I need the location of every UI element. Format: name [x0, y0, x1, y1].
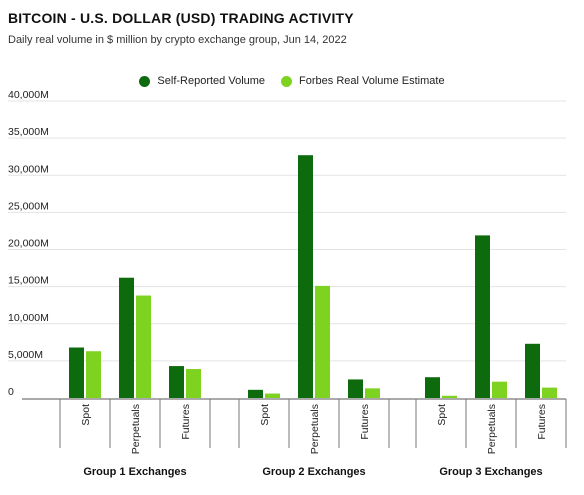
bar — [365, 388, 380, 398]
bar — [186, 369, 201, 398]
y-tick-label: 15,000M — [8, 275, 49, 287]
y-tick-label: 25,000M — [8, 200, 49, 212]
bar — [442, 395, 457, 398]
bar — [542, 387, 557, 398]
y-tick-label: 20,000M — [8, 238, 49, 250]
bar — [248, 389, 263, 398]
category-label: Perpetuals — [486, 404, 498, 454]
y-tick-label: 0 — [8, 386, 14, 398]
legend-item-self-reported[interactable]: Self-Reported Volume — [139, 75, 265, 87]
bar — [348, 379, 363, 398]
legend-label-forbes-estimate: Forbes Real Volume Estimate — [299, 75, 445, 87]
category-label: Spot — [436, 404, 448, 426]
group-label: Group 3 Exchanges — [439, 466, 542, 478]
category-label: Futures — [359, 404, 371, 440]
bar — [119, 277, 134, 398]
group-label: Group 1 Exchanges — [83, 466, 186, 478]
y-tick-label: 30,000M — [8, 163, 49, 175]
bar — [169, 366, 184, 398]
bar — [425, 377, 440, 398]
legend-swatch-forbes-estimate — [281, 75, 293, 87]
legend: Self-Reported Volume Forbes Real Volume … — [0, 75, 584, 87]
y-tick-label: 40,000M — [8, 89, 49, 101]
group-label: Group 2 Exchanges — [262, 466, 365, 478]
category-label: Futures — [536, 404, 548, 440]
category-label: Spot — [259, 404, 271, 426]
bar — [69, 347, 84, 398]
legend-swatch-self-reported — [139, 75, 151, 87]
category-label: Perpetuals — [130, 404, 142, 454]
category-label: Futures — [180, 404, 192, 440]
y-tick-label: 10,000M — [8, 312, 49, 324]
y-tick-label: 5,000M — [8, 349, 43, 361]
bar — [298, 155, 313, 398]
y-tick-label: 35,000M — [8, 126, 49, 138]
bar — [492, 381, 507, 398]
category-label: Perpetuals — [309, 404, 321, 454]
bar — [475, 235, 490, 398]
legend-item-forbes-estimate[interactable]: Forbes Real Volume Estimate — [281, 75, 445, 87]
bar — [265, 393, 280, 398]
bar — [525, 343, 540, 398]
bar — [86, 351, 101, 398]
chart-title: BITCOIN - U.S. DOLLAR (USD) TRADING ACTI… — [8, 10, 354, 26]
chart-subtitle: Daily real volume in $ million by crypto… — [8, 34, 347, 46]
legend-label-self-reported: Self-Reported Volume — [157, 75, 266, 87]
bar — [136, 295, 151, 398]
bar — [315, 285, 330, 398]
category-label: Spot — [80, 404, 92, 426]
